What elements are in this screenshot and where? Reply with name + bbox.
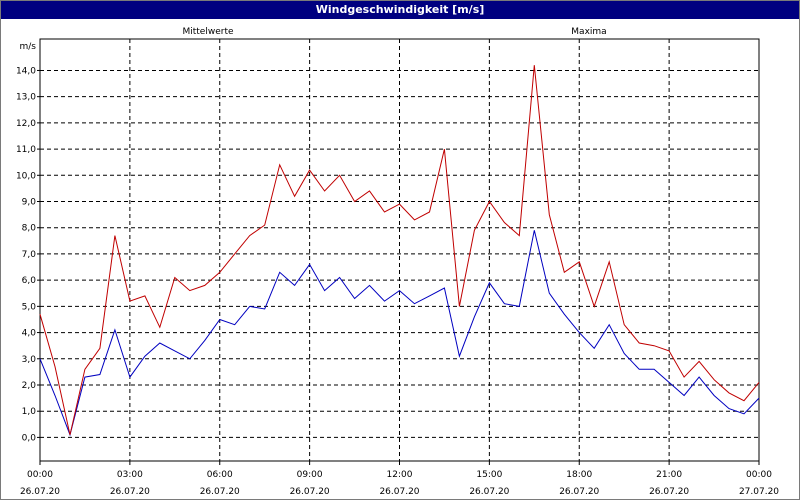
- x-tick-date-label: 26.07.20: [110, 487, 150, 497]
- x-tick-time-label: 00:00: [746, 470, 772, 480]
- y-tick-label: 14,0: [16, 66, 36, 76]
- x-tick-time-label: 18:00: [566, 470, 592, 480]
- legend-label-maxima: Maxima: [571, 27, 606, 37]
- y-tick-label: 1,0: [22, 407, 37, 417]
- x-tick-date-label: 27.07.20: [739, 487, 779, 497]
- x-tick-time-label: 00:00: [27, 470, 53, 480]
- y-tick-label: 9,0: [22, 198, 37, 208]
- x-tick-date-label: 26.07.20: [290, 487, 330, 497]
- y-tick-label: 3,0: [22, 355, 37, 365]
- y-tick-label: 4,0: [22, 329, 37, 339]
- x-tick-date-label: 26.07.20: [20, 487, 60, 497]
- window-title: Windgeschwindigkeit [m/s]: [1, 1, 799, 19]
- x-tick-date-label: 26.07.20: [200, 487, 240, 497]
- y-tick-label: 8,0: [22, 224, 37, 234]
- x-tick-date-label: 26.07.20: [469, 487, 509, 497]
- y-tick-label: 2,0: [22, 381, 37, 391]
- x-tick-time-label: 09:00: [297, 470, 323, 480]
- x-tick-time-label: 15:00: [476, 470, 502, 480]
- y-tick-label: 13,0: [16, 93, 36, 103]
- x-tick-date-label: 26.07.20: [649, 487, 689, 497]
- x-tick-time-label: 12:00: [387, 470, 413, 480]
- series-line-maxima: [39, 65, 760, 435]
- y-axis-unit: m/s: [20, 42, 37, 52]
- x-tick-date-label: 26.07.20: [559, 487, 599, 497]
- x-tick-time-label: 03:00: [117, 470, 143, 480]
- y-tick-label: 12,0: [16, 119, 36, 129]
- y-tick-label: 11,0: [16, 145, 36, 155]
- y-tick-label: 7,0: [22, 250, 37, 260]
- y-tick-label: 6,0: [22, 276, 37, 286]
- legend-label-mittelwerte: Mittelwerte: [182, 27, 233, 37]
- y-tick-label: 10,0: [16, 171, 36, 181]
- y-tick-label: 0,0: [22, 433, 37, 443]
- x-tick-time-label: 21:00: [656, 470, 682, 480]
- series-line-mittelwerte: [39, 230, 760, 437]
- x-tick-date-label: 26.07.20: [379, 487, 419, 497]
- x-tick-time-label: 06:00: [207, 470, 233, 480]
- y-tick-label: 5,0: [22, 302, 37, 312]
